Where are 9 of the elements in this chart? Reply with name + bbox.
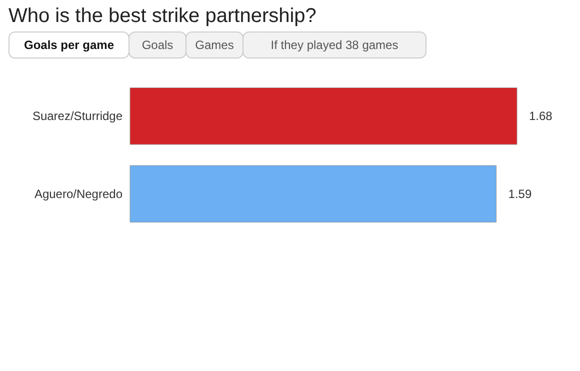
text: Goals: [142, 38, 174, 52]
y-tick-label: Aguero/Negredo: [34, 186, 123, 201]
y-tick-label: Suarez/Sturridge: [32, 109, 123, 124]
text: Goals per game: [24, 38, 114, 52]
text: Games: [195, 38, 234, 52]
data-label: 1.68: [529, 109, 553, 124]
data-label: 1.59: [508, 186, 532, 201]
chart-title: Who is the best strike partnership?: [8, 5, 316, 27]
text: If they played 38 games: [270, 38, 398, 52]
